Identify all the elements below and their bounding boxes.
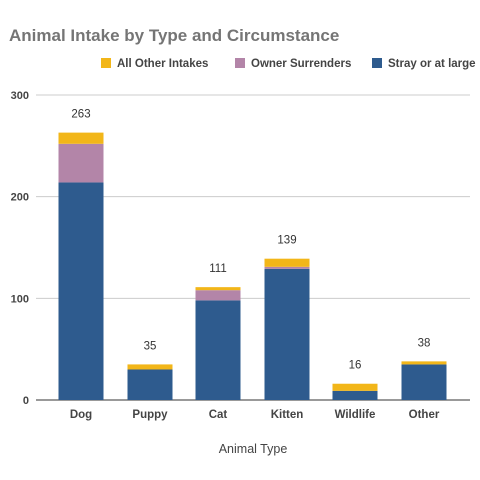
bar-kitten-all-other-intakes bbox=[264, 258, 310, 267]
x-tick-label-cat: Cat bbox=[209, 409, 228, 421]
total-labels: 263 35 111 139 16 38 bbox=[71, 109, 430, 372]
bar-wildlife-all-other-intakes bbox=[332, 383, 378, 391]
bars bbox=[58, 132, 447, 400]
y-tick-label: 300 bbox=[11, 90, 29, 102]
x-axis-title: Animal Type bbox=[219, 442, 288, 456]
bar-dog-owner-surrenders bbox=[58, 143, 104, 183]
x-tick-label-puppy: Puppy bbox=[132, 409, 168, 421]
bar-cat-all-other-intakes bbox=[195, 287, 241, 291]
legend: All Other Intakes Owner Surrenders Stray o… bbox=[101, 58, 476, 70]
legend-swatch-owner-surrenders bbox=[235, 58, 245, 68]
legend-label-all-other-intakes: All Other Intakes bbox=[117, 58, 208, 70]
bar-other-stray-or-at-large bbox=[401, 364, 447, 400]
bar-cat-owner-surrenders bbox=[195, 290, 241, 301]
bar-kitten-stray-or-at-large bbox=[264, 268, 310, 400]
bar-puppy-stray-or-at-large bbox=[127, 369, 173, 400]
bar-kitten-owner-surrenders bbox=[264, 266, 310, 269]
bar-dog-stray-or-at-large bbox=[58, 182, 104, 400]
x-tick-label-kitten: Kitten bbox=[271, 409, 304, 421]
x-tick-label-other: Other bbox=[409, 409, 440, 421]
legend-swatch-stray-or-at-large bbox=[372, 58, 382, 68]
total-label-dog: 263 bbox=[71, 109, 90, 121]
total-label-kitten: 139 bbox=[277, 235, 296, 247]
chart-title: Animal Intake by Type and Circumstance bbox=[9, 26, 339, 45]
gridlines bbox=[36, 94, 470, 401]
legend-swatch-all-other-intakes bbox=[101, 58, 111, 68]
y-tick-label: 100 bbox=[11, 293, 29, 305]
total-label-puppy: 35 bbox=[144, 340, 157, 352]
bar-dog-all-other-intakes bbox=[58, 132, 104, 144]
bar-puppy-all-other-intakes bbox=[127, 364, 173, 370]
bar-cat-stray-or-at-large bbox=[195, 300, 241, 400]
y-axis-ticks: 0 100 200 300 bbox=[11, 90, 29, 407]
y-tick-label: 200 bbox=[11, 192, 29, 204]
bar-other-all-other-intakes bbox=[401, 361, 447, 365]
x-tick-label-dog: Dog bbox=[70, 409, 92, 421]
x-axis-ticks: Dog Puppy Cat Kitten Wildlife Other bbox=[70, 409, 440, 421]
x-tick-label-wildlife: Wildlife bbox=[335, 409, 376, 421]
bar-wildlife-stray-or-at-large bbox=[332, 390, 378, 400]
legend-label-stray-or-at-large: Stray or at large bbox=[388, 58, 476, 70]
legend-label-owner-surrenders: Owner Surrenders bbox=[251, 58, 351, 70]
total-label-cat: 111 bbox=[209, 263, 226, 275]
total-label-other: 38 bbox=[418, 337, 431, 349]
y-tick-label: 0 bbox=[23, 395, 29, 407]
total-label-wildlife: 16 bbox=[349, 360, 362, 372]
